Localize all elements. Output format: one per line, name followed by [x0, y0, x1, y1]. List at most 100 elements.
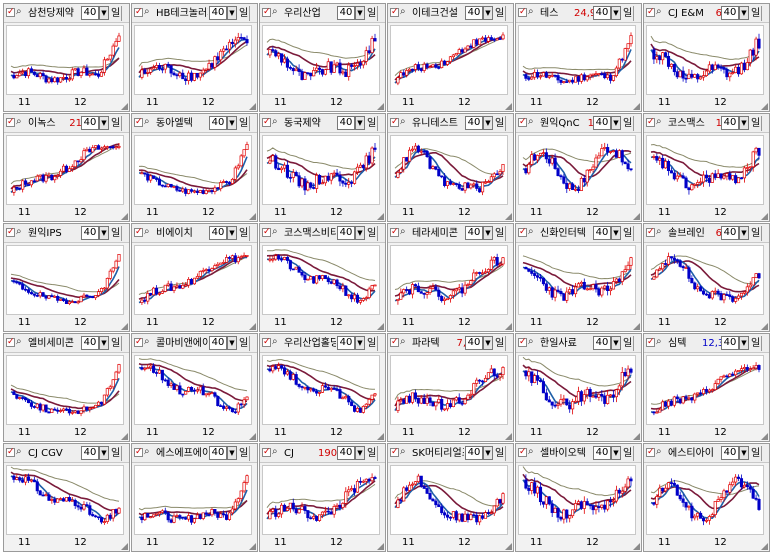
period-input[interactable]: 40 — [593, 446, 611, 460]
candlestick-chart[interactable] — [390, 135, 508, 205]
panel-checkbox[interactable]: ✓ — [518, 227, 527, 237]
panel-checkbox[interactable]: ✓ — [390, 7, 399, 17]
resize-handle-icon[interactable] — [377, 323, 384, 330]
chevron-down-icon[interactable]: ▼ — [739, 116, 749, 130]
period-input[interactable]: 40 — [465, 336, 483, 350]
period-unit-button[interactable]: 일 — [623, 448, 633, 459]
chart-panel[interactable]: ✓ ⌕ 한일사료 40 ▼ 일 11 12 — [515, 333, 642, 442]
chart-panel[interactable]: ✓ ⌕ 에스티아이 40 ▼ 일 11 12 — [643, 443, 770, 552]
stock-name[interactable]: 비에이치 — [156, 228, 193, 239]
stock-name[interactable]: CJ — [284, 448, 294, 459]
stock-name[interactable]: 유니테스트 — [412, 118, 458, 129]
period-input[interactable]: 40 — [721, 116, 739, 130]
chart-panel[interactable]: ✓ ⌕ 테라세미콘 40 ▼ 일 11 12 — [387, 223, 514, 332]
chevron-down-icon[interactable]: ▼ — [739, 446, 749, 460]
chart-panel[interactable]: ✓ ⌕ 신화인터텍 40 ▼ 일 11 12 — [515, 223, 642, 332]
candlestick-chart[interactable] — [518, 25, 636, 95]
search-icon[interactable]: ⌕ — [16, 226, 22, 237]
stock-name[interactable]: 원익QnC — [540, 118, 580, 129]
period-unit-button[interactable]: 일 — [623, 228, 633, 239]
panel-checkbox[interactable]: ✓ — [134, 117, 143, 127]
search-icon[interactable]: ⌕ — [144, 6, 150, 17]
chevron-down-icon[interactable]: ▼ — [739, 6, 749, 20]
panel-checkbox[interactable]: ✓ — [646, 117, 655, 127]
period-unit-button[interactable]: 일 — [623, 118, 633, 129]
search-icon[interactable]: ⌕ — [528, 226, 534, 237]
search-icon[interactable]: ⌕ — [400, 226, 406, 237]
chevron-down-icon[interactable]: ▼ — [227, 336, 237, 350]
period-input[interactable]: 40 — [721, 446, 739, 460]
panel-checkbox[interactable]: ✓ — [6, 7, 15, 17]
period-input[interactable]: 40 — [209, 116, 227, 130]
stock-name[interactable]: CJ E&M — [668, 8, 704, 19]
period-unit-button[interactable]: 일 — [751, 228, 761, 239]
search-icon[interactable]: ⌕ — [528, 6, 534, 17]
search-icon[interactable]: ⌕ — [144, 446, 150, 457]
candlestick-chart[interactable] — [6, 355, 124, 425]
period-unit-button[interactable]: 일 — [751, 118, 761, 129]
period-input[interactable]: 40 — [209, 6, 227, 20]
stock-name[interactable]: HB테크놀러지 — [156, 8, 208, 19]
period-unit-button[interactable]: 일 — [111, 338, 121, 349]
period-input[interactable]: 40 — [81, 226, 99, 240]
search-icon[interactable]: ⌕ — [272, 446, 278, 457]
chevron-down-icon[interactable]: ▼ — [99, 446, 109, 460]
period-input[interactable]: 40 — [465, 446, 483, 460]
period-unit-button[interactable]: 일 — [367, 228, 377, 239]
chevron-down-icon[interactable]: ▼ — [227, 226, 237, 240]
stock-name[interactable]: 심텍 — [668, 338, 687, 349]
chevron-down-icon[interactable]: ▼ — [483, 336, 493, 350]
candlestick-chart[interactable] — [134, 25, 252, 95]
search-icon[interactable]: ⌕ — [400, 446, 406, 457]
resize-handle-icon[interactable] — [249, 543, 256, 550]
candlestick-chart[interactable] — [134, 465, 252, 535]
panel-checkbox[interactable]: ✓ — [646, 447, 655, 457]
candlestick-chart[interactable] — [134, 355, 252, 425]
resize-handle-icon[interactable] — [633, 543, 640, 550]
resize-handle-icon[interactable] — [505, 213, 512, 220]
panel-checkbox[interactable]: ✓ — [262, 117, 271, 127]
panel-checkbox[interactable]: ✓ — [646, 7, 655, 17]
chart-panel[interactable]: ✓ ⌕ 에스에프에이 40 ▼ 일 11 12 — [131, 443, 258, 552]
resize-handle-icon[interactable] — [505, 323, 512, 330]
chart-panel[interactable]: ✓ ⌕ 이녹스 21 40 ▼ 일 11 12 — [3, 113, 130, 222]
search-icon[interactable]: ⌕ — [528, 336, 534, 347]
period-unit-button[interactable]: 일 — [239, 448, 249, 459]
resize-handle-icon[interactable] — [377, 103, 384, 110]
stock-name[interactable]: 솔브레인 — [668, 228, 705, 239]
panel-checkbox[interactable]: ✓ — [518, 7, 527, 17]
candlestick-chart[interactable] — [6, 465, 124, 535]
resize-handle-icon[interactable] — [761, 433, 768, 440]
panel-checkbox[interactable]: ✓ — [262, 447, 271, 457]
chart-panel[interactable]: ✓ ⌕ CJ CGV 40 ▼ 일 11 12 — [3, 443, 130, 552]
chevron-down-icon[interactable]: ▼ — [355, 226, 365, 240]
period-input[interactable]: 40 — [721, 336, 739, 350]
search-icon[interactable]: ⌕ — [272, 336, 278, 347]
stock-name[interactable]: 우리산업 — [284, 8, 321, 19]
period-input[interactable]: 40 — [81, 446, 99, 460]
chart-panel[interactable]: ✓ ⌕ 원익IPS 40 ▼ 일 11 12 — [3, 223, 130, 332]
resize-handle-icon[interactable] — [761, 103, 768, 110]
stock-name[interactable]: 이테크건설 — [412, 8, 458, 19]
candlestick-chart[interactable] — [390, 465, 508, 535]
stock-name[interactable]: 콜마비앤에이치 — [156, 338, 208, 349]
period-unit-button[interactable]: 일 — [111, 8, 121, 19]
panel-checkbox[interactable]: ✓ — [6, 117, 15, 127]
panel-checkbox[interactable]: ✓ — [262, 227, 271, 237]
candlestick-chart[interactable] — [390, 245, 508, 315]
period-unit-button[interactable]: 일 — [367, 338, 377, 349]
chevron-down-icon[interactable]: ▼ — [611, 446, 621, 460]
period-input[interactable]: 40 — [337, 116, 355, 130]
stock-name[interactable]: 신화인터텍 — [540, 228, 586, 239]
period-unit-button[interactable]: 일 — [367, 8, 377, 19]
period-input[interactable]: 40 — [465, 6, 483, 20]
period-unit-button[interactable]: 일 — [623, 338, 633, 349]
period-input[interactable]: 40 — [81, 336, 99, 350]
candlestick-chart[interactable] — [6, 25, 124, 95]
period-unit-button[interactable]: 일 — [239, 338, 249, 349]
search-icon[interactable]: ⌕ — [16, 446, 22, 457]
resize-handle-icon[interactable] — [249, 323, 256, 330]
